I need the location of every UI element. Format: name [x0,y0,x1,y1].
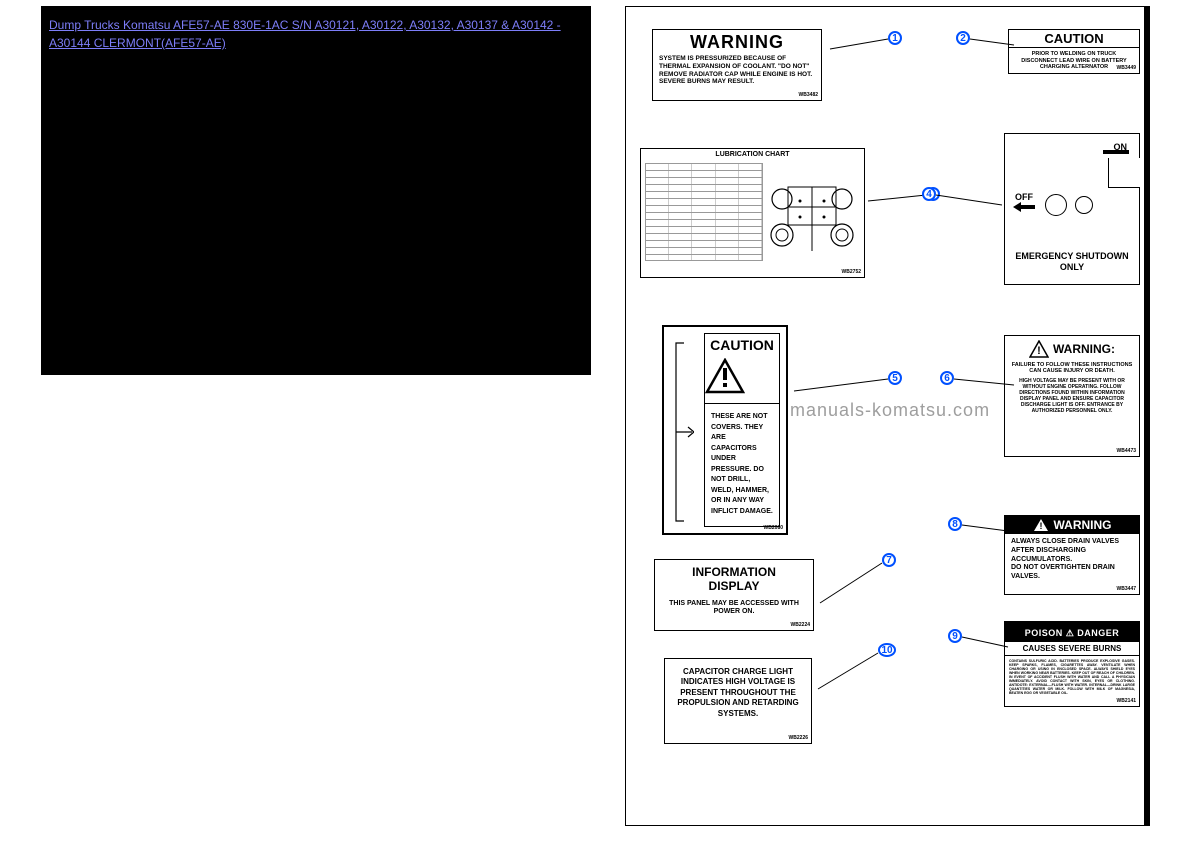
plate-body: CONTAINS SULFURIC ACID. BATTERIES PRODUC… [1005,656,1139,698]
plate-lubrication-chart: LUBRICATION CHART [640,148,865,278]
plate-body: THIS PANEL MAY BE ACCESSED WITH POWER ON… [655,598,813,619]
plate-code: WB2224 [791,622,810,628]
truck-icon [768,179,856,259]
dial-ring [1045,194,1067,216]
plate-body: SYSTEM IS PRESSURIZED BECAUSE OF THERMAL… [653,53,821,88]
link-panel: Dump Trucks Komatsu AFE57-AE 830E-1AC S/… [41,6,591,375]
plate-body: CAPACITOR CHARGE LIGHT INDICATES HIGH VO… [665,659,811,727]
callout-number: 6 [940,371,954,385]
plate-code: WB2226 [789,735,808,741]
warning-triangle-icon: ! [1033,518,1049,532]
plate-code: WB2752 [842,269,861,275]
diagram-page: WARNING SYSTEM IS PRESSURIZED BECAUSE OF… [625,6,1150,826]
svg-text:!: ! [1039,521,1042,531]
plate-title: WARNING [653,30,821,53]
plate-title: CAUTION [705,334,779,356]
plate-warning-high-voltage: ! WARNING: FAILURE TO FOLLOW THESE INSTR… [1004,335,1140,457]
plate-code: WB3482 [799,92,818,98]
off-arrow-icon [1013,202,1035,212]
plate-title: WARNING [1054,518,1112,532]
plate-subtitle: CAUSES SEVERE BURNS [1005,642,1139,656]
plate-code: WB2080 [764,525,783,531]
plate-warning-drain-valves: ! WARNING ALWAYS CLOSE DRAIN VALVES AFTE… [1004,515,1140,595]
plate-code: WB3449 [1117,65,1136,71]
dial-ring-2 [1075,196,1093,214]
plate-poison-danger: POISON ⚠ DANGER CAUSES SEVERE BURNS CONT… [1004,621,1140,707]
plate-code: WB3447 [1117,586,1136,592]
dump-truck-link[interactable]: Dump Trucks Komatsu AFE57-AE 830E-1AC S/… [49,18,561,50]
label-off: OFF [1015,192,1033,202]
callout-number: 5 [888,371,902,385]
plate-code: WB2141 [1117,698,1136,704]
plate-caution-welding: CAUTION PRIOR TO WELDING ON TRUCK DISCON… [1008,29,1140,74]
callout-number: 2 [956,31,970,45]
callout-number: 1 [888,31,902,45]
callout-number: 7 [882,553,896,567]
plate-warning-pressurized: WARNING SYSTEM IS PRESSURIZED BECAUSE OF… [652,29,822,101]
bracket-arrow-icon [674,337,694,527]
plate-body: ALWAYS CLOSE DRAIN VALVES AFTER DISCHARG… [1005,534,1139,586]
plate-title: CAUTION [1009,30,1139,48]
callout-number: 9 [948,629,962,643]
plate-title: POISON ⚠ DANGER [1025,628,1120,638]
warning-triangle-icon: ! [1029,340,1049,358]
plate-emergency-shutdown: ON OFF EMERGENCY SHUTDOWN ONLY [1004,133,1140,285]
svg-text:!: ! [1037,345,1041,357]
warning-triangle-icon [705,358,745,394]
plate-title: WARNING: [1053,342,1115,356]
on-bar [1103,150,1129,154]
plate-caution-capacitors: CAUTION THESE ARE NOT COVERS. THEY ARE C… [662,325,788,535]
plate-body: THESE ARE NOT COVERS. THEY ARE CAPACITOR… [705,406,779,517]
plate-title: LUBRICATION CHART [641,149,864,160]
plate-information-display: INFORMATIONDISPLAY THIS PANEL MAY BE ACC… [654,559,814,631]
callout-number: 10 [878,643,896,657]
plate-capacitor-charge: CAPACITOR CHARGE LIGHT INDICATES HIGH VO… [664,658,812,744]
plate-subtitle: FAILURE TO FOLLOW THESE INSTRUCTIONS CAN… [1005,360,1139,376]
lube-table [645,163,763,271]
plate-body: EMERGENCY SHUTDOWN ONLY [1005,251,1139,274]
callout-number: 8 [948,517,962,531]
plate-title: INFORMATIONDISPLAY [655,560,813,598]
plate-code: WB4473 [1117,448,1136,454]
plate-body: HIGH VOLTAGE MAY BE PRESENT WITH OR WITH… [1005,376,1139,416]
callout-number: 4 [922,187,936,201]
cutout [1108,158,1140,188]
